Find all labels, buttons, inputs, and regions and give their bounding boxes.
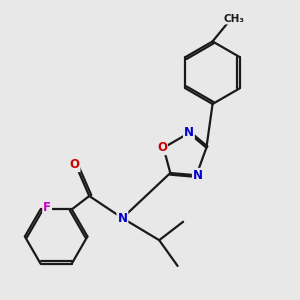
Text: O: O xyxy=(70,158,80,171)
Text: F: F xyxy=(43,201,51,214)
Text: CH₃: CH₃ xyxy=(224,14,244,24)
Text: N: N xyxy=(193,169,203,182)
Text: N: N xyxy=(184,126,194,139)
Text: N: N xyxy=(117,212,128,225)
Text: O: O xyxy=(157,141,167,154)
